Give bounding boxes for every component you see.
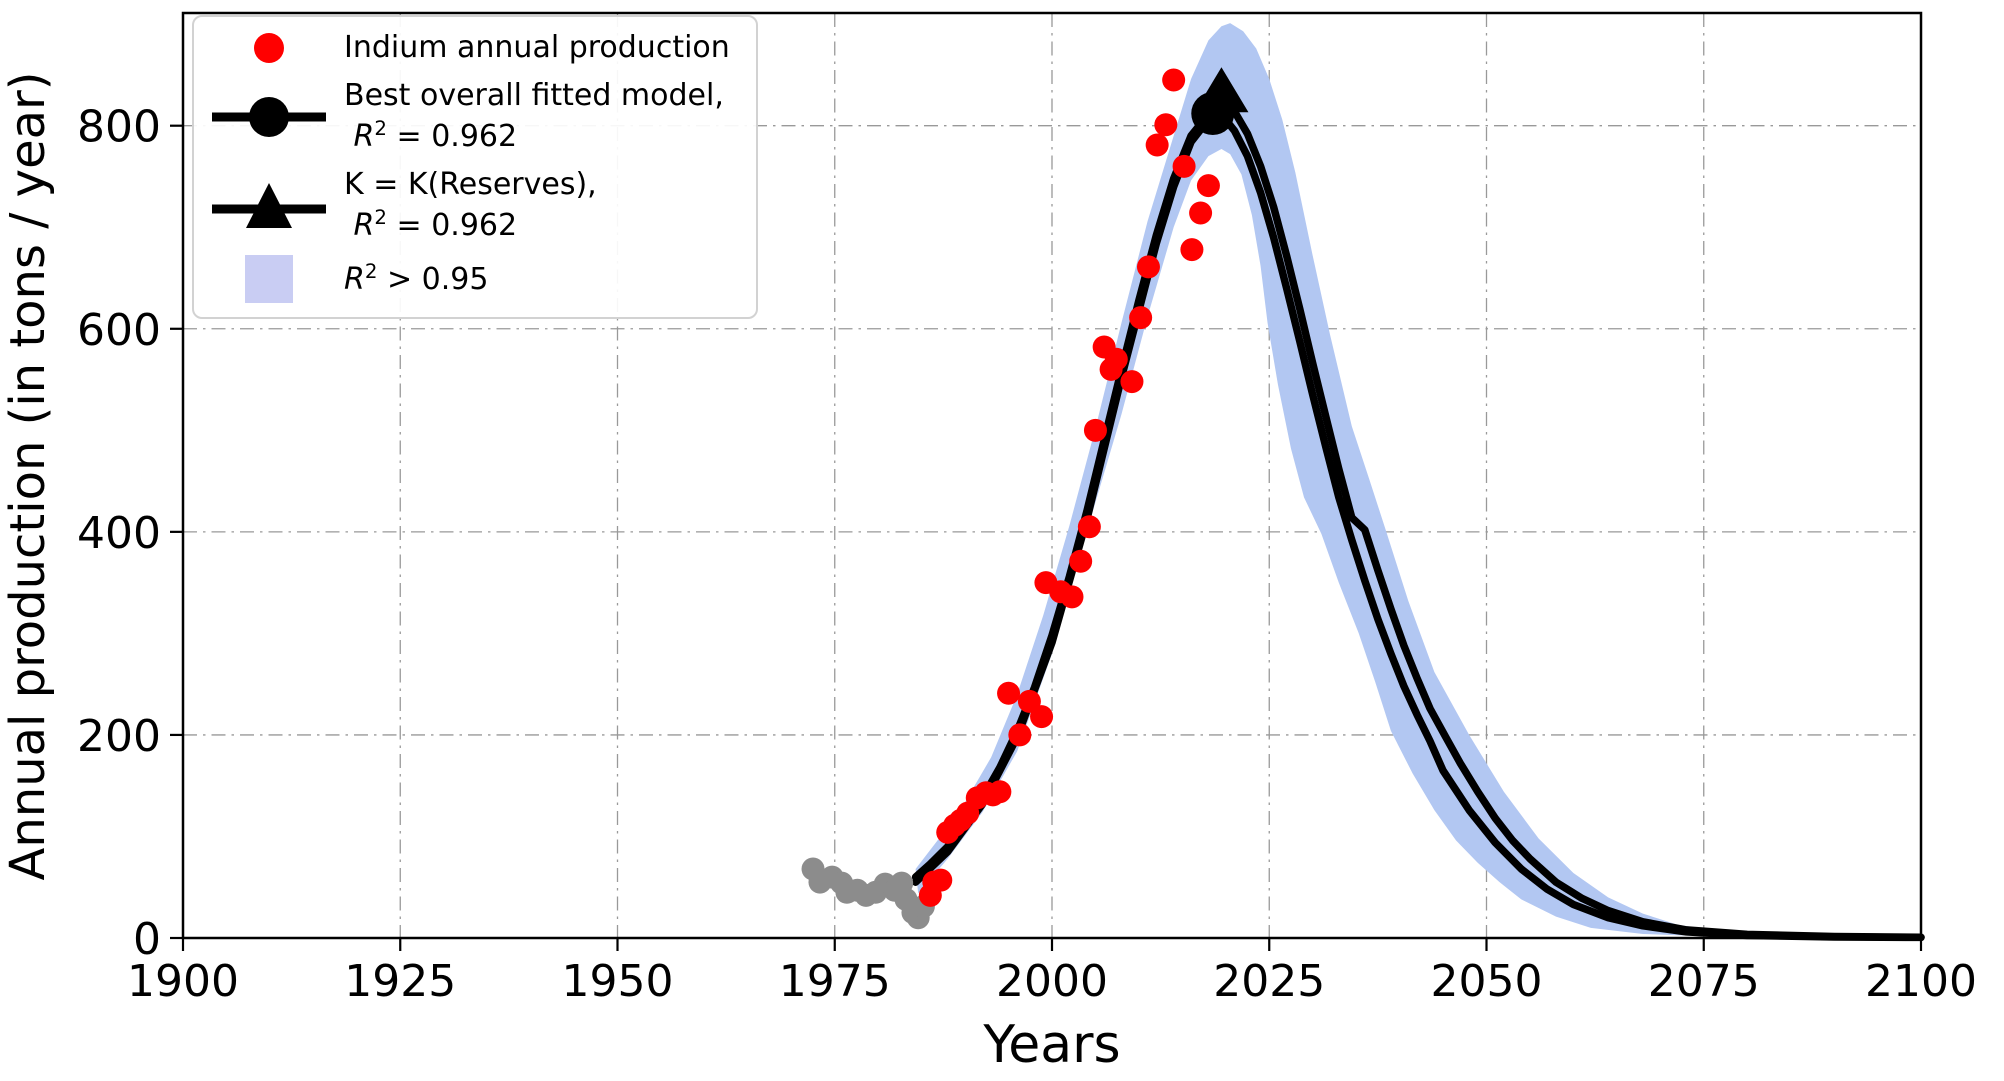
point-indium-annual-production bbox=[929, 868, 953, 892]
point-indium-annual-production bbox=[1008, 723, 1032, 747]
legend-label: R2 > 0.95 bbox=[344, 259, 489, 297]
legend-red-dot-icon bbox=[208, 33, 330, 64]
point-indium-annual-production bbox=[1180, 238, 1204, 262]
y-tick-label: 200 bbox=[77, 711, 161, 762]
x-tick-label: 1950 bbox=[562, 956, 674, 1007]
x-tick-label: 1900 bbox=[127, 956, 239, 1007]
y-tick-label: 0 bbox=[133, 914, 161, 965]
point-indium-annual-production bbox=[1083, 418, 1107, 442]
point-indium-annual-production bbox=[1129, 306, 1153, 330]
point-indium-annual-production bbox=[1172, 154, 1196, 178]
point-indium-annual-production bbox=[988, 780, 1012, 804]
point-indium-annual-production bbox=[997, 681, 1021, 705]
point-indium-annual-production bbox=[1060, 585, 1084, 609]
point-indium-annual-production bbox=[1069, 549, 1093, 573]
legend: Indium annual production Best overall fit… bbox=[192, 15, 758, 319]
r-squared-band bbox=[915, 23, 1921, 938]
point-indium-annual-production bbox=[1196, 174, 1220, 198]
point-indium-annual-production bbox=[1154, 113, 1178, 137]
axes: 1900 1925 1950 1975 2000 2025 2050 2075 2100 0 200… bbox=[77, 11, 1977, 1007]
legend-item-1: Best overall fitted model, R2 = 0.962 bbox=[208, 77, 736, 156]
x-tick-label: 1975 bbox=[779, 956, 891, 1007]
legend-label: Best overall fitted model, R2 = 0.962 bbox=[344, 78, 724, 154]
y-tick-label: 400 bbox=[77, 508, 161, 559]
y-tick-label: 800 bbox=[77, 102, 161, 153]
legend-label: K = K(Reserves), R2 = 0.962 bbox=[344, 167, 597, 243]
legend-band-patch-icon bbox=[208, 254, 330, 303]
y-tick-label: 600 bbox=[77, 305, 161, 356]
confidence-band bbox=[915, 23, 1921, 938]
legend-item-3: R2 > 0.95 bbox=[208, 254, 736, 303]
x-tick-label: 1925 bbox=[344, 956, 456, 1007]
y-axis-label: Annual production (in tons / year) bbox=[0, 72, 56, 881]
point-indium-annual-production bbox=[1030, 705, 1054, 729]
curve-best-overall-fitted-model bbox=[911, 108, 1925, 942]
point-indium-annual-production bbox=[1145, 133, 1169, 157]
legend-item-0: Indium annual production bbox=[208, 29, 736, 67]
point-indium-annual-production bbox=[1189, 201, 1213, 225]
x-axis-label: Years bbox=[982, 1015, 1120, 1075]
x-tick-label: 2050 bbox=[1431, 956, 1543, 1007]
point-indium-annual-production bbox=[1077, 515, 1101, 539]
legend-label: Indium annual production bbox=[344, 30, 730, 65]
x-tick-label: 2000 bbox=[996, 956, 1108, 1007]
curve-k-equals-k-reserves-model bbox=[911, 97, 1925, 941]
legend-item-2: K = K(Reserves), R2 = 0.962 bbox=[208, 166, 736, 245]
legend-line-circle-icon bbox=[208, 90, 330, 144]
peak-markers bbox=[1191, 67, 1249, 136]
fitted-curves bbox=[911, 97, 1925, 942]
x-tick-label: 2025 bbox=[1213, 956, 1325, 1007]
point-indium-annual-production bbox=[1104, 347, 1128, 371]
scatter-points bbox=[801, 68, 1220, 930]
peak-triangle-marker bbox=[1194, 67, 1249, 113]
x-tick-label: 2100 bbox=[1865, 956, 1977, 1007]
point-indium-annual-production bbox=[1136, 255, 1160, 279]
point-indium-annual-production bbox=[1162, 68, 1186, 92]
x-tick-label: 2075 bbox=[1648, 956, 1760, 1007]
point-indium-annual-production bbox=[1120, 370, 1144, 394]
legend-line-triangle-icon bbox=[208, 179, 330, 233]
